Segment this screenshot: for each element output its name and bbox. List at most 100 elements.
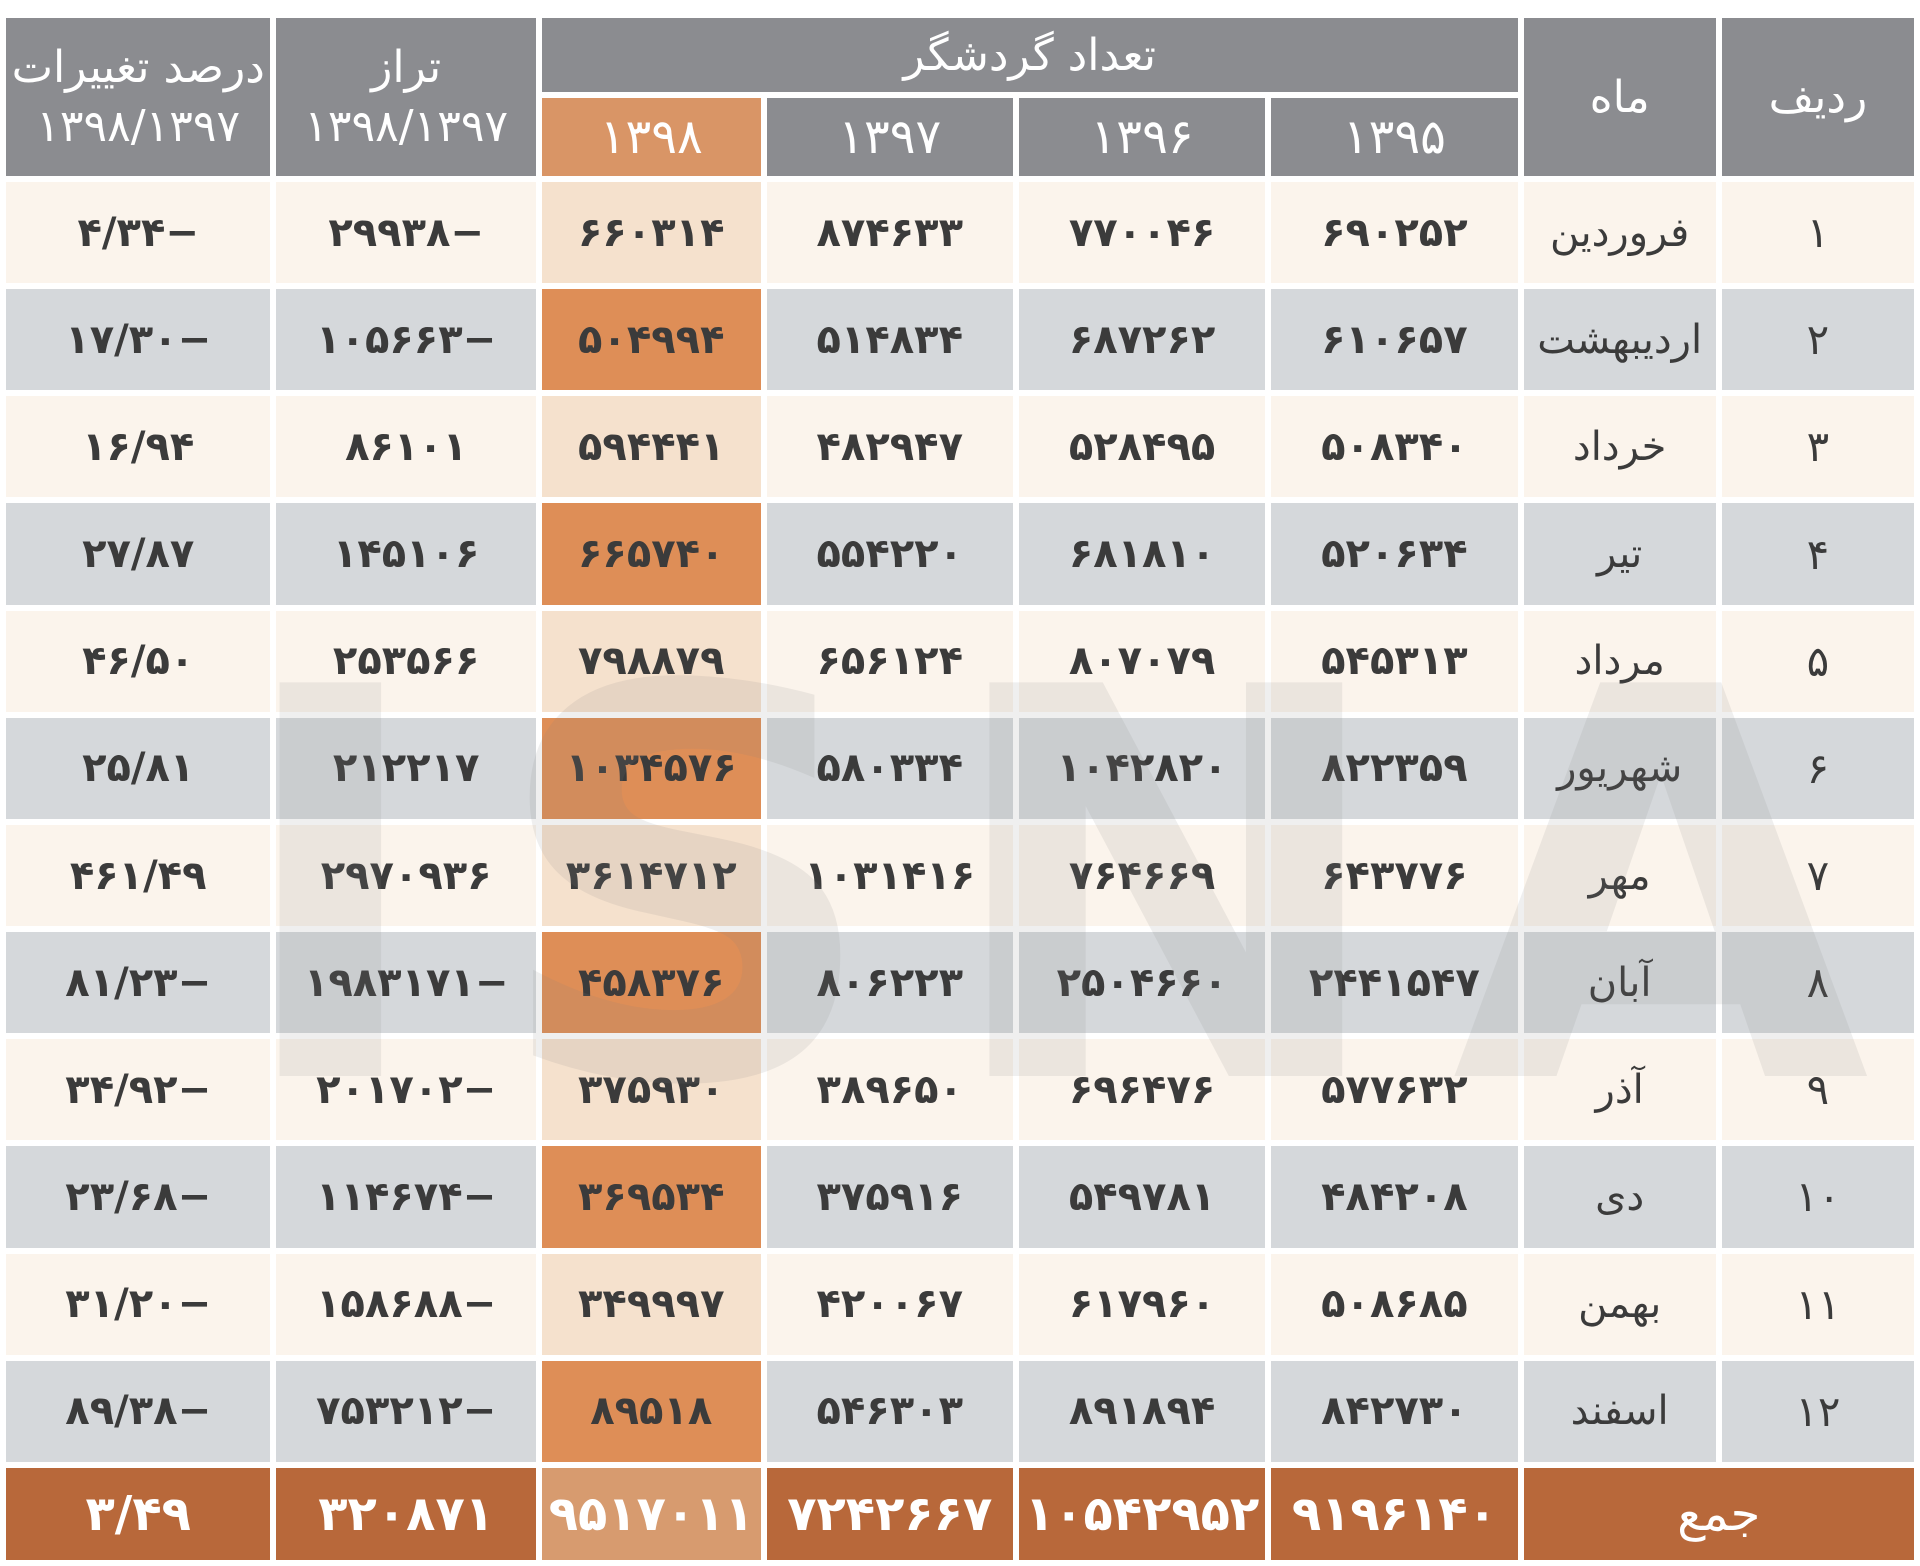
header-year-1395: ۱۳۹۵ (1271, 98, 1518, 176)
row-number-cell: ۱ (1721, 182, 1914, 284)
count-1398-cell: ۱۰۳۴۵۷۶ (541, 717, 761, 819)
table-row: ۷ مهر ۶۴۳۷۷۶ ۷۶۴۶۶۹ ۱۰۳۱۴۱۶ ۳۶۱۴۷۱۲ ۲۹۷۰۹۳۶ ۴۶۱… (6, 824, 1914, 927)
row-number-cell: ۱۰ (1721, 1146, 1914, 1248)
header-year-1398: ۱۳۹۸ (541, 98, 761, 176)
header-balance-title: تراز (371, 41, 442, 93)
count-1396-cell: ۷۶۴۶۶۹ (1018, 824, 1266, 927)
header-change-title: درصد تغییرات (11, 41, 265, 93)
change-percent-cell: ۲۷/۸۷ (6, 503, 271, 605)
count-1397-cell: ۸۰۶۲۲۳ (766, 932, 1013, 1034)
count-1398-cell: ۸۹۵۱۸ (541, 1360, 761, 1462)
count-1398-cell: ۶۶۵۷۴۰ (541, 503, 761, 605)
balance-cell: −۱۱۴۶۷۴ (276, 1146, 536, 1248)
change-percent-cell: ۱۶/۹۴ (6, 396, 271, 498)
month-cell: دی (1523, 1146, 1716, 1248)
count-1396-cell: ۸۹۱۸۹۴ (1018, 1360, 1266, 1462)
count-1396-cell: ۵۲۸۴۹۵ (1018, 396, 1266, 498)
total-row: جمع ۹۱۹۶۱۴۰ ۱۰۵۴۲۹۵۲ ۷۲۴۲۶۶۷ ۹۵۱۷۰۱۱ ۳۲۰… (6, 1468, 1914, 1560)
change-percent-cell: −۳۴/۹۲ (6, 1039, 271, 1141)
table-body: ۱ فروردین ۶۹۰۲۵۲ ۷۷۰۰۴۶ ۸۷۴۶۳۳ ۶۶۰۳۱۴ −۲۹۹۳۸ −۴… (6, 182, 1914, 1462)
count-1398-cell: ۷۹۸۸۷۹ (541, 610, 761, 712)
row-number-cell: ۶ (1721, 717, 1914, 819)
count-1398-cell: ۳۴۹۹۹۷ (541, 1253, 761, 1355)
row-number-cell: ۲ (1721, 289, 1914, 391)
month-cell: آبان (1523, 932, 1716, 1034)
total-1395: ۹۱۹۶۱۴۰ (1271, 1468, 1518, 1560)
count-1398-cell: ۵۰۴۹۹۴ (541, 289, 761, 391)
balance-cell: −۲۹۹۳۸ (276, 182, 536, 284)
balance-cell: −۱۹۸۳۱۷۱ (276, 932, 536, 1034)
month-cell: اسفند (1523, 1360, 1716, 1462)
table-row: ۵ مرداد ۵۴۵۳۱۳ ۸۰۷۰۷۹ ۶۵۶۱۲۴ ۷۹۸۸۷۹ ۲۵۳۵۶۶ ۴۶/۵… (6, 610, 1914, 712)
month-cell: تیر (1523, 503, 1716, 605)
month-cell: خرداد (1523, 396, 1716, 498)
table-row: ۱۲ اسفند ۸۴۲۷۳۰ ۸۹۱۸۹۴ ۵۴۶۳۰۳ ۸۹۵۱۸ −۷۵۳۲۱۲ −۸۹… (6, 1360, 1914, 1462)
change-percent-cell: −۲۳/۶۸ (6, 1146, 271, 1248)
total-change: ۳/۴۹ (6, 1468, 271, 1560)
count-1395-cell: ۶۱۰۶۵۷ (1271, 289, 1518, 391)
month-cell: مهر (1523, 824, 1716, 927)
row-number-cell: ۴ (1721, 503, 1914, 605)
total-balance: ۳۲۰۸۷۱ (276, 1468, 536, 1560)
count-1396-cell: ۲۵۰۴۶۶۰ (1018, 932, 1266, 1034)
count-1398-cell: ۵۹۴۴۴۱ (541, 396, 761, 498)
row-number-cell: ۷ (1721, 824, 1914, 927)
change-percent-cell: −۸۱/۲۳ (6, 932, 271, 1034)
change-percent-cell: −۴/۳۴ (6, 182, 271, 284)
count-1397-cell: ۳۸۹۶۵۰ (766, 1039, 1013, 1141)
count-1395-cell: ۴۸۴۲۰۸ (1271, 1146, 1518, 1248)
count-1396-cell: ۸۰۷۰۷۹ (1018, 610, 1266, 712)
row-number-cell: ۵ (1721, 610, 1914, 712)
month-cell: شهریور (1523, 717, 1716, 819)
table-row: ۸ آبان ۲۴۴۱۵۴۷ ۲۵۰۴۶۶۰ ۸۰۶۲۲۳ ۴۵۸۳۷۶ −۱۹۸۳۱۷۱−… (6, 932, 1914, 1034)
header-balance: تراز ۱۳۹۸/۱۳۹۷ (276, 18, 536, 176)
count-1396-cell: ۷۷۰۰۴۶ (1018, 182, 1266, 284)
balance-cell: −۷۵۳۲۱۲ (276, 1360, 536, 1462)
row-number-cell: ۹ (1721, 1039, 1914, 1141)
table-row: ۱۱ بهمن ۵۰۸۶۸۵ ۶۱۷۹۶۰ ۴۲۰۰۶۷ ۳۴۹۹۹۷ −۱۵۸۶۸۸ −۳۱… (6, 1253, 1914, 1355)
count-1398-cell: ۳۷۵۹۳۰ (541, 1039, 761, 1141)
balance-cell: −۲۰۱۷۰۲ (276, 1039, 536, 1141)
balance-cell: −۱۵۸۶۸۸ (276, 1253, 536, 1355)
header-balance-period: ۱۳۹۸/۱۳۹۷ (304, 101, 509, 152)
change-percent-cell: ۴۶۱/۴۹ (6, 824, 271, 927)
table-row: ۹ آذر ۵۷۷۶۳۲ ۶۹۶۴۷۶ ۳۸۹۶۵۰ ۳۷۵۹۳۰ −۲۰۱۷۰۲ −۳۴/۹… (6, 1039, 1914, 1141)
month-cell: آذر (1523, 1039, 1716, 1141)
count-1397-cell: ۶۵۶۱۲۴ (766, 610, 1013, 712)
change-percent-cell: −۳۱/۲۰ (6, 1253, 271, 1355)
balance-cell: ۱۴۵۱۰۶ (276, 503, 536, 605)
table-row: ۶ شهریور ۸۲۲۳۵۹ ۱۰۴۲۸۲۰ ۵۸۰۳۳۴ ۱۰۳۴۵۷۶ ۲۱۲۲۱۷ ۲… (6, 717, 1914, 819)
header-tourist-count: تعداد گردشگر (541, 18, 1518, 92)
count-1398-cell: ۳۶۱۴۷۱۲ (541, 824, 761, 927)
total-1398: ۹۵۱۷۰۱۱ (541, 1468, 761, 1560)
count-1395-cell: ۵۰۸۳۴۰ (1271, 396, 1518, 498)
table-row: ۴ تیر ۵۲۰۶۳۴ ۶۸۱۸۱۰ ۵۵۴۲۲۰ ۶۶۵۷۴۰ ۱۴۵۱۰۶ ۲۷/۸۷ (6, 503, 1914, 605)
count-1396-cell: ۶۸۱۸۱۰ (1018, 503, 1266, 605)
count-1395-cell: ۵۰۸۶۸۵ (1271, 1253, 1518, 1355)
total-label: جمع (1523, 1468, 1914, 1560)
header-change-percent: درصد تغییرات ۱۳۹۸/۱۳۹۷ (6, 18, 271, 176)
count-1397-cell: ۳۷۵۹۱۶ (766, 1146, 1013, 1248)
month-cell: بهمن (1523, 1253, 1716, 1355)
balance-cell: ۲۹۷۰۹۳۶ (276, 824, 536, 927)
count-1397-cell: ۴۸۲۹۴۷ (766, 396, 1013, 498)
month-cell: مرداد (1523, 610, 1716, 712)
count-1395-cell: ۵۴۵۳۱۳ (1271, 610, 1518, 712)
month-cell: اردیبهشت (1523, 289, 1716, 391)
row-number-cell: ۳ (1721, 396, 1914, 498)
count-1395-cell: ۵۲۰۶۳۴ (1271, 503, 1518, 605)
count-1397-cell: ۵۵۴۲۲۰ (766, 503, 1013, 605)
count-1395-cell: ۸۲۲۳۵۹ (1271, 717, 1518, 819)
table-row: ۱ فروردین ۶۹۰۲۵۲ ۷۷۰۰۴۶ ۸۷۴۶۳۳ ۶۶۰۳۱۴ −۲۹۹۳۸ −۴… (6, 182, 1914, 284)
header-row-number: ردیف (1721, 18, 1914, 176)
count-1396-cell: ۶۱۷۹۶۰ (1018, 1253, 1266, 1355)
count-1397-cell: ۵۱۴۸۳۴ (766, 289, 1013, 391)
table-row: ۲ اردیبهشت ۶۱۰۶۵۷ ۶۸۷۲۶۲ ۵۱۴۸۳۴ ۵۰۴۹۹۴ −۱۰۵۶۶۳… (6, 289, 1914, 391)
row-number-cell: ۱۲ (1721, 1360, 1914, 1462)
count-1395-cell: ۶۴۳۷۷۶ (1271, 824, 1518, 927)
change-percent-cell: ۴۶/۵۰ (6, 610, 271, 712)
tourist-statistics-table: ردیف ماه تعداد گردشگر تراز ۱۳۹۸/۱۳۹۷ درص… (0, 12, 1920, 1566)
count-1398-cell: ۳۶۹۵۳۴ (541, 1146, 761, 1248)
change-percent-cell: −۸۹/۳۸ (6, 1360, 271, 1462)
count-1397-cell: ۵۴۶۳۰۳ (766, 1360, 1013, 1462)
